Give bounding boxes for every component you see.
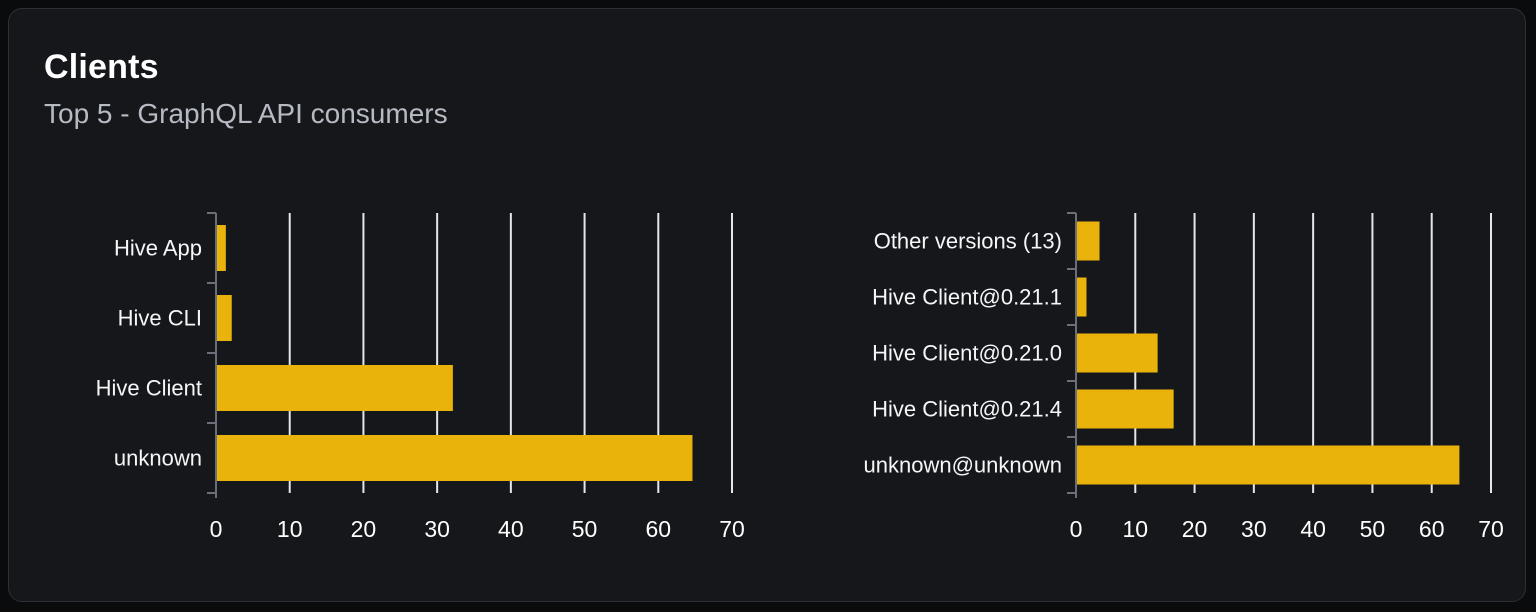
x-tick-label-70: 70 — [1478, 516, 1504, 542]
bar-hive-client-0-21-1[interactable] — [1077, 277, 1087, 317]
x-tick-label-70: 70 — [719, 516, 745, 542]
x-tick-label-50: 50 — [572, 516, 598, 542]
clients-card: Clients Top 5 - GraphQL API consumers Hi… — [8, 8, 1526, 602]
x-tick-label-30: 30 — [424, 516, 450, 542]
x-tick-label-50: 50 — [1360, 516, 1386, 542]
x-tick-label-10: 10 — [277, 516, 303, 542]
bar-hive-app[interactable] — [217, 225, 226, 271]
bar-other-versions-13[interactable] — [1077, 221, 1100, 261]
x-tick-label-10: 10 — [1122, 516, 1148, 542]
category-label-hive-app: Hive App — [114, 236, 202, 261]
category-label-hive-client-0-21-0: Hive Client@0.21.0 — [872, 341, 1062, 366]
x-tick-label-40: 40 — [1300, 516, 1326, 542]
x-tick-label-20: 20 — [1182, 516, 1208, 542]
category-label-hive-client-0-21-4: Hive Client@0.21.4 — [872, 397, 1062, 422]
bar-unknown[interactable] — [217, 435, 693, 481]
category-label-hive-client-0-21-1: Hive Client@0.21.1 — [872, 285, 1062, 310]
bar-hive-client[interactable] — [217, 365, 453, 411]
x-tick-label-0: 0 — [210, 516, 223, 542]
clients-by-name-chart: Hive App Hive CLI Hive Client unknown 0 10 20 3… — [86, 201, 752, 545]
card-subtitle: Top 5 - GraphQL API consumers — [44, 98, 448, 129]
clients-by-name-svg: Hive App Hive CLI Hive Client unknown 0 10 20 3… — [96, 212, 745, 542]
category-label-unknown-unknown: unknown@unknown — [864, 453, 1062, 478]
clients-by-version-svg: Other versions (13) Hive Client@0.21.1 Hiv… — [864, 212, 1504, 542]
bar-hive-client-0-21-0[interactable] — [1077, 333, 1158, 373]
x-tick-label-20: 20 — [351, 516, 377, 542]
card-title: Clients — [44, 48, 159, 86]
x-tick-label-30: 30 — [1241, 516, 1267, 542]
x-tick-label-60: 60 — [645, 516, 671, 542]
category-label-hive-cli: Hive CLI — [118, 306, 202, 331]
bar-unknown-unknown[interactable] — [1077, 445, 1460, 485]
x-tick-label-60: 60 — [1419, 516, 1445, 542]
bar-hive-cli[interactable] — [217, 295, 232, 341]
category-label-hive-client: Hive Client — [96, 376, 202, 401]
bar-hive-client-0-21-4[interactable] — [1077, 389, 1174, 429]
x-tick-label-40: 40 — [498, 516, 524, 542]
x-tick-label-0: 0 — [1070, 516, 1083, 542]
category-label-other-versions-13: Other versions (13) — [874, 229, 1062, 254]
clients-by-version-chart: Other versions (13) Hive Client@0.21.1 Hiv… — [831, 201, 1516, 545]
category-label-unknown: unknown — [114, 446, 202, 471]
